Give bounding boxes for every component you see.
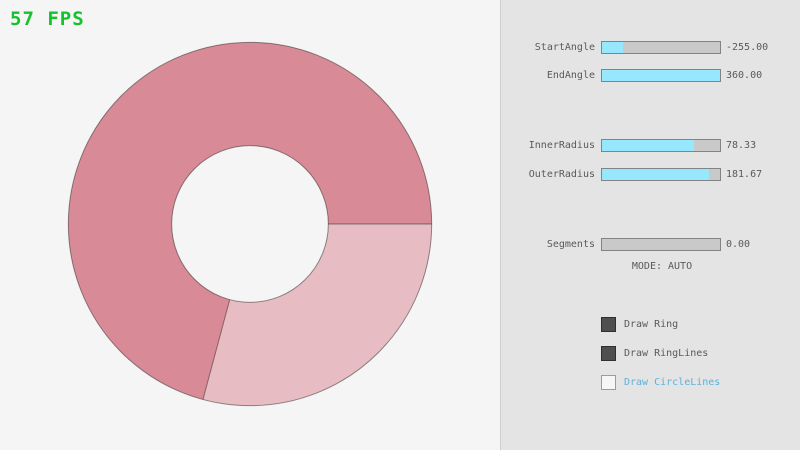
segments-value: 0.00 — [726, 239, 751, 250]
draw-ring-row: Draw Ring — [601, 317, 678, 332]
ring-canvas-area: 57 FPS — [10, 8, 433, 407]
draw-circlelines-checkbox[interactable] — [601, 375, 616, 390]
segments-row: Segments 0.00 — [501, 237, 800, 252]
segments-slider[interactable] — [601, 238, 721, 251]
start-angle-row: StartAngle -255.00 — [501, 40, 800, 55]
outer-radius-label: OuterRadius — [528, 169, 595, 180]
end-angle-label: EndAngle — [546, 70, 595, 81]
controls-panel: StartAngle -255.00 EndAngle 360.00 Inner… — [500, 0, 800, 450]
draw-ring-checkbox[interactable] — [601, 317, 616, 332]
ring-drawing — [67, 41, 433, 407]
inner-radius-value: 78.33 — [726, 140, 757, 151]
fps-counter: 57 FPS — [10, 8, 85, 30]
segments-mode-label: MODE: AUTO — [631, 261, 693, 272]
end-angle-row: EndAngle 360.00 — [501, 68, 800, 83]
outer-radius-value: 181.67 — [726, 169, 763, 180]
draw-ringlines-label: Draw RingLines — [624, 348, 709, 359]
outer-radius-slider[interactable] — [601, 168, 721, 181]
inner-radius-slider[interactable] — [601, 139, 721, 152]
segments-label: Segments — [546, 239, 595, 250]
inner-radius-slider-fill — [602, 140, 695, 151]
outer-radius-row: OuterRadius 181.67 — [501, 167, 800, 182]
inner-radius-row: InnerRadius 78.33 — [501, 138, 800, 153]
draw-ringlines-checkbox[interactable] — [601, 346, 616, 361]
end-angle-value: 360.00 — [726, 70, 763, 81]
draw-circlelines-label: Draw CircleLines — [624, 377, 721, 388]
start-angle-slider-fill — [602, 42, 624, 53]
start-angle-slider[interactable] — [601, 41, 721, 54]
start-angle-value: -255.00 — [726, 42, 769, 53]
draw-circlelines-row: Draw CircleLines — [601, 375, 720, 390]
end-angle-slider-fill — [602, 70, 720, 81]
outer-radius-slider-fill — [602, 169, 710, 180]
inner-radius-label: InnerRadius — [528, 140, 595, 151]
draw-ring-label: Draw Ring — [624, 319, 679, 330]
end-angle-slider[interactable] — [601, 69, 721, 82]
start-angle-label: StartAngle — [534, 42, 595, 53]
draw-ringlines-row: Draw RingLines — [601, 346, 708, 361]
